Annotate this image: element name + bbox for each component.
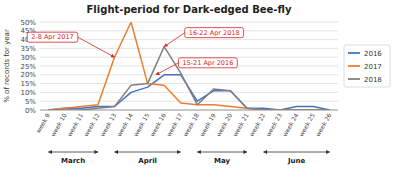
annotation-arrow (78, 37, 115, 57)
month-label: April (138, 157, 157, 165)
y-tick-label: 25% (20, 63, 36, 71)
y-tick-label: 20% (20, 71, 36, 79)
y-tick-label: 15% (20, 80, 36, 88)
title: Flight-period for Dark-edged Bee-fly (87, 4, 292, 15)
legend-label: 2016 (364, 50, 382, 58)
plot-area (48, 22, 329, 110)
y-tick-label: 30% (20, 54, 36, 62)
legend-swatch (348, 78, 360, 80)
chart: Flight-period for Dark-edged Bee-fly % of… (0, 0, 400, 196)
grid-line (40, 101, 338, 102)
month-label: March (61, 157, 85, 165)
y-tick-label: 10% (20, 89, 36, 97)
legend-swatch (348, 52, 360, 54)
y-axis-label: % of records for year (3, 29, 11, 103)
y-tick-label: 50% (20, 19, 36, 27)
y-tick-label: 35% (20, 45, 36, 53)
x-tick-label: week 26 (314, 112, 333, 138)
annotation-box (27, 32, 78, 42)
month-label: June (287, 157, 306, 165)
series-line (48, 47, 329, 110)
annotation-box (185, 28, 244, 38)
annotation: 16-22 Apr 2018 (164, 28, 243, 47)
annotation: 15-21 Apr 2016 (156, 58, 237, 75)
annotation-arrow (164, 33, 185, 47)
annotation-arrow (156, 63, 179, 75)
y-tick-label: 0% (25, 107, 36, 115)
legend: 2016 2017 2018 (344, 45, 390, 87)
grid-line (40, 48, 338, 49)
month-label: May (214, 157, 230, 165)
month-span-arrow (264, 152, 330, 153)
month-span-arrow (48, 152, 98, 153)
month-span-arrow (197, 152, 247, 153)
grid-line (40, 92, 338, 93)
legend-frame (344, 45, 390, 87)
series-line (48, 75, 329, 110)
grid-line (40, 39, 338, 40)
annotation-text: 16-22 Apr 2018 (189, 29, 240, 37)
grid-line (40, 74, 338, 75)
legend-label: 2017 (364, 63, 382, 71)
legend-swatch (348, 65, 360, 67)
series-line (48, 22, 329, 110)
grid-line (40, 22, 338, 23)
annotation-text: 2-8 Apr 2017 (31, 33, 74, 41)
annotation-box (178, 58, 237, 68)
grid-line (40, 83, 338, 84)
annotation: 2-8 Apr 2017 (27, 32, 114, 57)
annotation-text: 15-21 Apr 2016 (182, 59, 233, 67)
month-span-arrow (115, 152, 181, 153)
y-tick-label: 5% (25, 98, 36, 106)
x-tick-label: week 9 (34, 112, 51, 134)
legend-label: 2018 (364, 76, 382, 84)
